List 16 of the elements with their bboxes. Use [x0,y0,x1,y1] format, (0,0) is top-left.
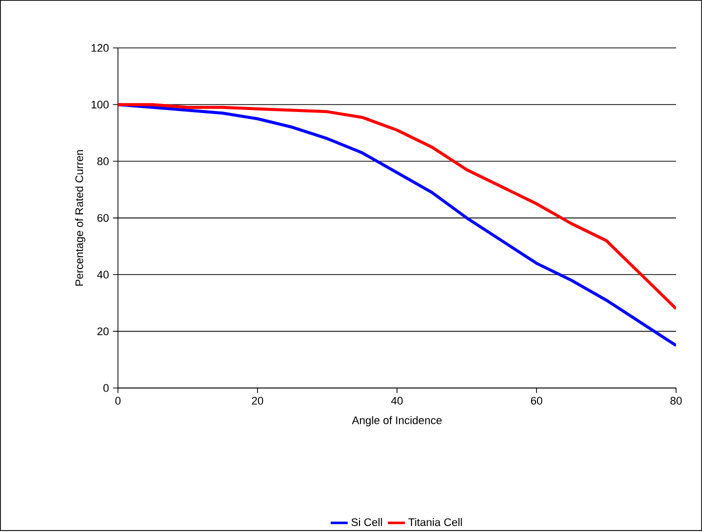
y-tick-label: 100 [92,100,109,109]
legend-label: Si Cell [351,518,382,526]
x-tick-label: 60 [531,397,542,405]
y-tick-label: 120 [92,44,109,52]
legend-label: Titania Cell [408,518,462,526]
y-tick-label: 20 [97,328,109,336]
y-tick-label: 0 [103,384,109,392]
x-tick-label: 20 [252,397,264,405]
y-tick-label: 80 [97,158,109,166]
x-tick-label: 0 [115,397,121,405]
x-axis-title: Angle of Incidence [352,416,442,427]
y-tick-label: 40 [97,270,109,279]
y-axis-title: Percentage of Rated Curren [75,150,86,286]
x-tick-label: 40 [391,397,403,405]
x-tick-label: 80 [670,397,682,405]
y-tick-label: 60 [97,214,109,222]
